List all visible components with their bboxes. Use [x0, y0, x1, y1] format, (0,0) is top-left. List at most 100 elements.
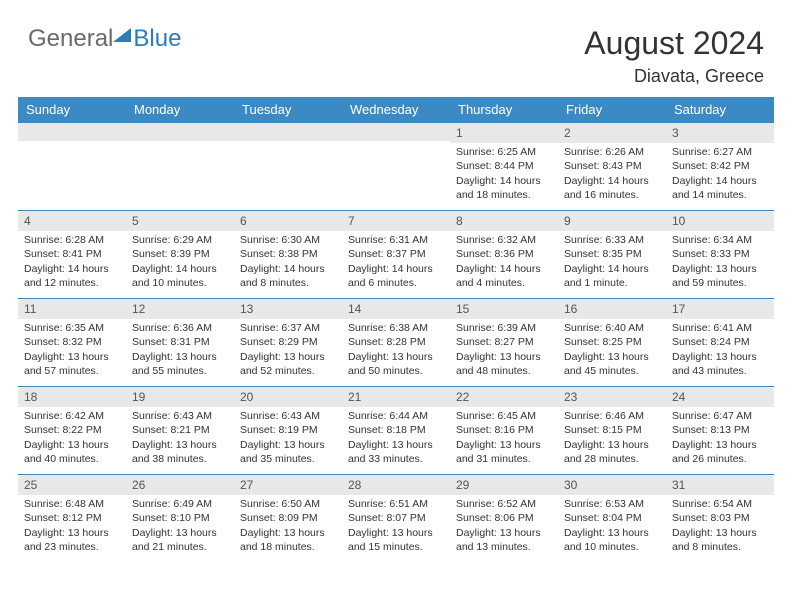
logo-triangle-icon	[113, 28, 131, 42]
day-number: 2	[558, 123, 666, 143]
day-number: 22	[450, 387, 558, 407]
day-number: 3	[666, 123, 774, 143]
day-cell: 27Sunrise: 6:50 AMSunset: 8:09 PMDayligh…	[234, 474, 342, 562]
daylight-text: Daylight: 13 hours and 31 minutes.	[456, 438, 552, 466]
day-cell: 10Sunrise: 6:34 AMSunset: 8:33 PMDayligh…	[666, 210, 774, 298]
day-cell: 24Sunrise: 6:47 AMSunset: 8:13 PMDayligh…	[666, 386, 774, 474]
sunrise-text: Sunrise: 6:43 AM	[132, 409, 228, 423]
calendar-grid: 1Sunrise: 6:25 AMSunset: 8:44 PMDaylight…	[18, 122, 774, 562]
daylight-text: Daylight: 13 hours and 35 minutes.	[240, 438, 336, 466]
day-cell: 31Sunrise: 6:54 AMSunset: 8:03 PMDayligh…	[666, 474, 774, 562]
day-cell-empty	[342, 122, 450, 210]
day-number: 18	[18, 387, 126, 407]
sunset-text: Sunset: 8:28 PM	[348, 335, 444, 349]
day-cell: 11Sunrise: 6:35 AMSunset: 8:32 PMDayligh…	[18, 298, 126, 386]
day-number: 6	[234, 211, 342, 231]
day-number: 17	[666, 299, 774, 319]
daylight-text: Daylight: 13 hours and 57 minutes.	[24, 350, 120, 378]
sunrise-text: Sunrise: 6:34 AM	[672, 233, 768, 247]
sunset-text: Sunset: 8:16 PM	[456, 423, 552, 437]
day-cell: 2Sunrise: 6:26 AMSunset: 8:43 PMDaylight…	[558, 122, 666, 210]
weekday-header-row: SundayMondayTuesdayWednesdayThursdayFrid…	[18, 97, 774, 122]
sunset-text: Sunset: 8:13 PM	[672, 423, 768, 437]
day-number: 10	[666, 211, 774, 231]
day-number: 12	[126, 299, 234, 319]
daylight-text: Daylight: 13 hours and 38 minutes.	[132, 438, 228, 466]
day-cell: 23Sunrise: 6:46 AMSunset: 8:15 PMDayligh…	[558, 386, 666, 474]
daylight-text: Daylight: 13 hours and 48 minutes.	[456, 350, 552, 378]
day-number: 5	[126, 211, 234, 231]
sunrise-text: Sunrise: 6:27 AM	[672, 145, 768, 159]
day-cell: 19Sunrise: 6:43 AMSunset: 8:21 PMDayligh…	[126, 386, 234, 474]
day-cell: 9Sunrise: 6:33 AMSunset: 8:35 PMDaylight…	[558, 210, 666, 298]
day-number: 24	[666, 387, 774, 407]
logo-text-general: General	[28, 25, 113, 53]
daylight-text: Daylight: 13 hours and 23 minutes.	[24, 526, 120, 554]
day-number: 11	[18, 299, 126, 319]
day-cell: 5Sunrise: 6:29 AMSunset: 8:39 PMDaylight…	[126, 210, 234, 298]
day-number	[342, 123, 450, 141]
day-number: 4	[18, 211, 126, 231]
sunrise-text: Sunrise: 6:38 AM	[348, 321, 444, 335]
daylight-text: Daylight: 13 hours and 59 minutes.	[672, 262, 768, 290]
daylight-text: Daylight: 13 hours and 50 minutes.	[348, 350, 444, 378]
month-title: August 2024	[584, 25, 764, 62]
sunset-text: Sunset: 8:12 PM	[24, 511, 120, 525]
daylight-text: Daylight: 13 hours and 13 minutes.	[456, 526, 552, 554]
sunrise-text: Sunrise: 6:40 AM	[564, 321, 660, 335]
sunrise-text: Sunrise: 6:51 AM	[348, 497, 444, 511]
sunrise-text: Sunrise: 6:49 AM	[132, 497, 228, 511]
sunrise-text: Sunrise: 6:25 AM	[456, 145, 552, 159]
logo-text-blue: Blue	[133, 25, 181, 53]
daylight-text: Daylight: 14 hours and 10 minutes.	[132, 262, 228, 290]
sunrise-text: Sunrise: 6:47 AM	[672, 409, 768, 423]
sunset-text: Sunset: 8:29 PM	[240, 335, 336, 349]
daylight-text: Daylight: 13 hours and 15 minutes.	[348, 526, 444, 554]
sunrise-text: Sunrise: 6:45 AM	[456, 409, 552, 423]
sunrise-text: Sunrise: 6:53 AM	[564, 497, 660, 511]
day-cell: 16Sunrise: 6:40 AMSunset: 8:25 PMDayligh…	[558, 298, 666, 386]
daylight-text: Daylight: 14 hours and 4 minutes.	[456, 262, 552, 290]
sunrise-text: Sunrise: 6:28 AM	[24, 233, 120, 247]
sunrise-text: Sunrise: 6:54 AM	[672, 497, 768, 511]
day-number: 21	[342, 387, 450, 407]
sunset-text: Sunset: 8:06 PM	[456, 511, 552, 525]
day-cell: 17 Sunrise: 6:41 AMSunset: 8:24 PMDayligh…	[666, 298, 774, 386]
calendar: SundayMondayTuesdayWednesdayThursdayFrid…	[0, 97, 792, 562]
daylight-text: Daylight: 13 hours and 45 minutes.	[564, 350, 660, 378]
day-cell: 25Sunrise: 6:48 AMSunset: 8:12 PMDayligh…	[18, 474, 126, 562]
day-number: 8	[450, 211, 558, 231]
sunset-text: Sunset: 8:24 PM	[672, 335, 768, 349]
day-cell: 1Sunrise: 6:25 AMSunset: 8:44 PMDaylight…	[450, 122, 558, 210]
sunset-text: Sunset: 8:19 PM	[240, 423, 336, 437]
day-number	[234, 123, 342, 141]
sunrise-text: Sunrise: 6:48 AM	[24, 497, 120, 511]
day-number: 15	[450, 299, 558, 319]
day-number: 20	[234, 387, 342, 407]
sunset-text: Sunset: 8:04 PM	[564, 511, 660, 525]
sunrise-text: Sunrise: 6:41 AM	[672, 321, 768, 335]
location-label: Diavata, Greece	[584, 66, 764, 87]
sunset-text: Sunset: 8:35 PM	[564, 247, 660, 261]
sunset-text: Sunset: 8:38 PM	[240, 247, 336, 261]
daylight-text: Daylight: 14 hours and 16 minutes.	[564, 174, 660, 202]
sunset-text: Sunset: 8:15 PM	[564, 423, 660, 437]
weekday-label: Tuesday	[234, 97, 342, 122]
day-cell: 14Sunrise: 6:38 AMSunset: 8:28 PMDayligh…	[342, 298, 450, 386]
daylight-text: Daylight: 14 hours and 6 minutes.	[348, 262, 444, 290]
sunset-text: Sunset: 8:07 PM	[348, 511, 444, 525]
page-header: General Blue August 2024 Diavata, Greece	[0, 0, 792, 97]
day-number: 16	[558, 299, 666, 319]
daylight-text: Daylight: 13 hours and 43 minutes.	[672, 350, 768, 378]
sunrise-text: Sunrise: 6:31 AM	[348, 233, 444, 247]
weekday-label: Wednesday	[342, 97, 450, 122]
brand-logo: General Blue	[28, 25, 181, 53]
sunset-text: Sunset: 8:03 PM	[672, 511, 768, 525]
sunrise-text: Sunrise: 6:39 AM	[456, 321, 552, 335]
title-block: August 2024 Diavata, Greece	[584, 25, 764, 87]
day-cell: 6Sunrise: 6:30 AMSunset: 8:38 PMDaylight…	[234, 210, 342, 298]
day-number: 23	[558, 387, 666, 407]
day-cell: 29Sunrise: 6:52 AMSunset: 8:06 PMDayligh…	[450, 474, 558, 562]
sunrise-text: Sunrise: 6:35 AM	[24, 321, 120, 335]
daylight-text: Daylight: 13 hours and 40 minutes.	[24, 438, 120, 466]
